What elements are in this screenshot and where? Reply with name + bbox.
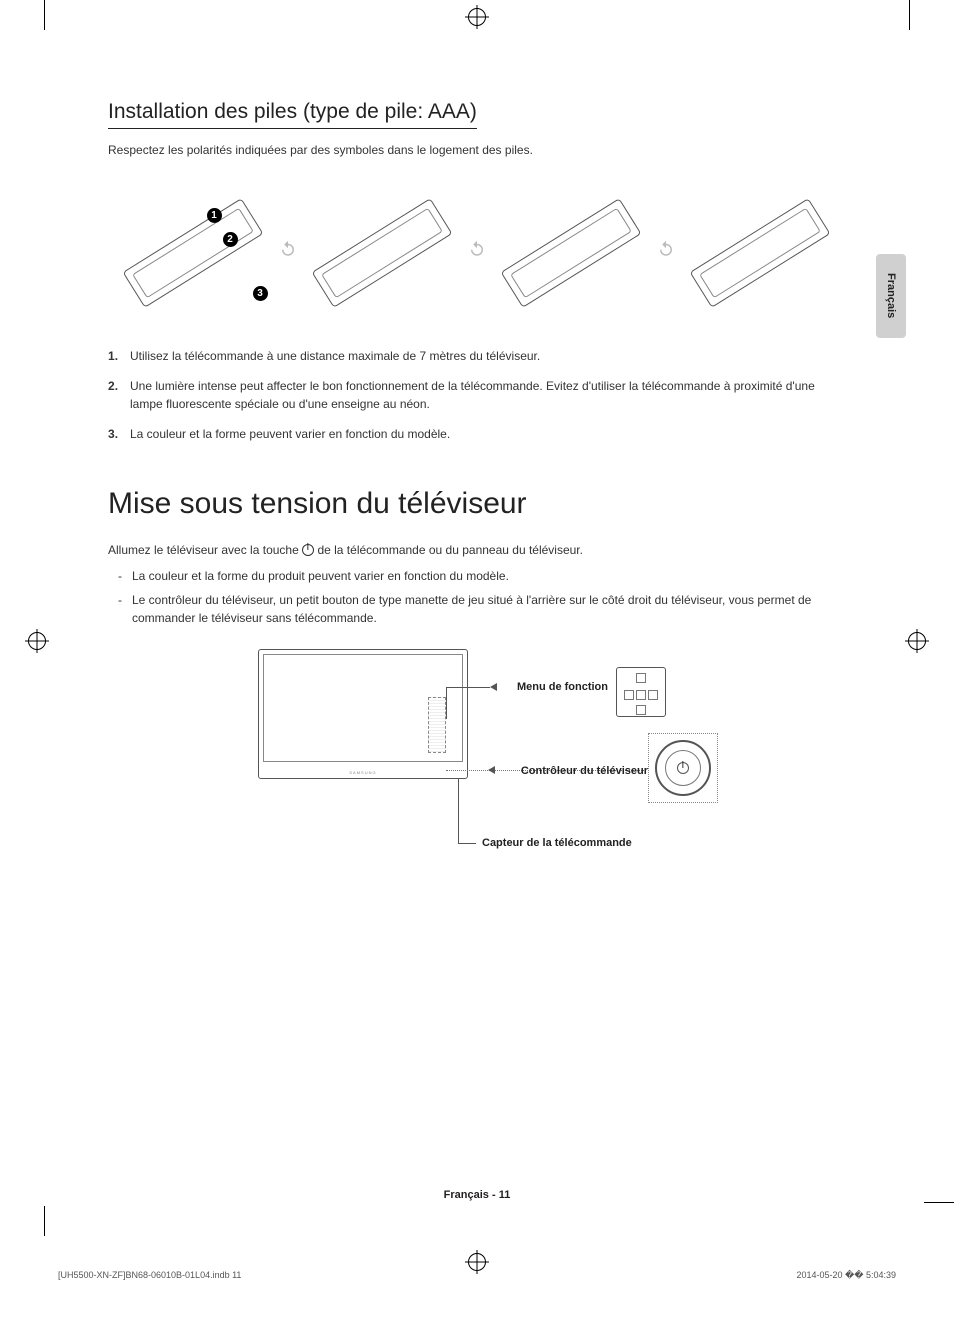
tv-controller-icon [648,733,718,803]
language-tab-label: Français [885,273,897,318]
crop-mark [924,1202,954,1203]
figure-label-sensor: Capteur de la télécommande [482,837,632,849]
rotate-arrow-icon [279,240,297,258]
print-meta-file: [UH5500-XN-ZF]BN68-06010B-01L04.indb 11 [58,1270,241,1281]
power-intro: Allumez le téléviseur avec la touche de … [108,541,846,559]
section-heading-batteries: Installation des piles (type de pile: AA… [108,100,477,129]
crop-mark [909,0,910,30]
crop-mark [44,0,45,30]
registration-mark-icon [468,1253,486,1271]
figure-callout: 3 [253,286,268,301]
notes-list: Utilisez la télécommande à une distance … [108,347,846,443]
registration-mark-icon [468,8,486,26]
crop-mark [44,1206,45,1236]
intro-text-post: de la télécommande ou du panneau du télé… [317,543,583,557]
power-icon [302,544,314,556]
section-lead: Respectez les polarités indiquées par de… [108,143,846,157]
function-menu-icon [616,667,666,717]
registration-mark-icon [908,632,926,650]
power-bullets: La couleur et la forme du produit peuven… [108,567,846,627]
note-item: La couleur et la forme peuvent varier en… [108,425,846,443]
page-footer: Français - 11 [0,1189,954,1201]
battery-install-figure: 1 2 3 [108,169,846,329]
figure-callout: 2 [223,232,238,247]
tv-sensor-block [428,697,446,753]
note-item: Une lumière intense peut affecter le bon… [108,377,846,413]
language-tab: Français [876,254,906,338]
bullet-item: La couleur et la forme du produit peuven… [108,567,846,585]
page-content: Installation des piles (type de pile: AA… [108,100,846,865]
tv-figure: SAMSUNG Menu de fonction Contrôleur du t… [258,645,778,865]
figure-callout: 1 [207,208,222,223]
figure-label-controller: Contrôleur du téléviseur [498,765,648,777]
print-meta-timestamp: 2014-05-20 �� 5:04:39 [796,1270,896,1281]
figure-label-menu: Menu de fonction [498,681,608,693]
section-heading-power: Mise sous tension du téléviseur [108,487,846,521]
print-meta: [UH5500-XN-ZF]BN68-06010B-01L04.indb 11 … [58,1270,896,1281]
note-item: Utilisez la télécommande à une distance … [108,347,846,365]
intro-text-pre: Allumez le téléviseur avec la touche [108,543,302,557]
rotate-arrow-icon [657,240,675,258]
registration-mark-icon [28,632,46,650]
bullet-item: Le contrôleur du téléviseur, un petit bo… [108,591,846,627]
rotate-arrow-icon [468,240,486,258]
